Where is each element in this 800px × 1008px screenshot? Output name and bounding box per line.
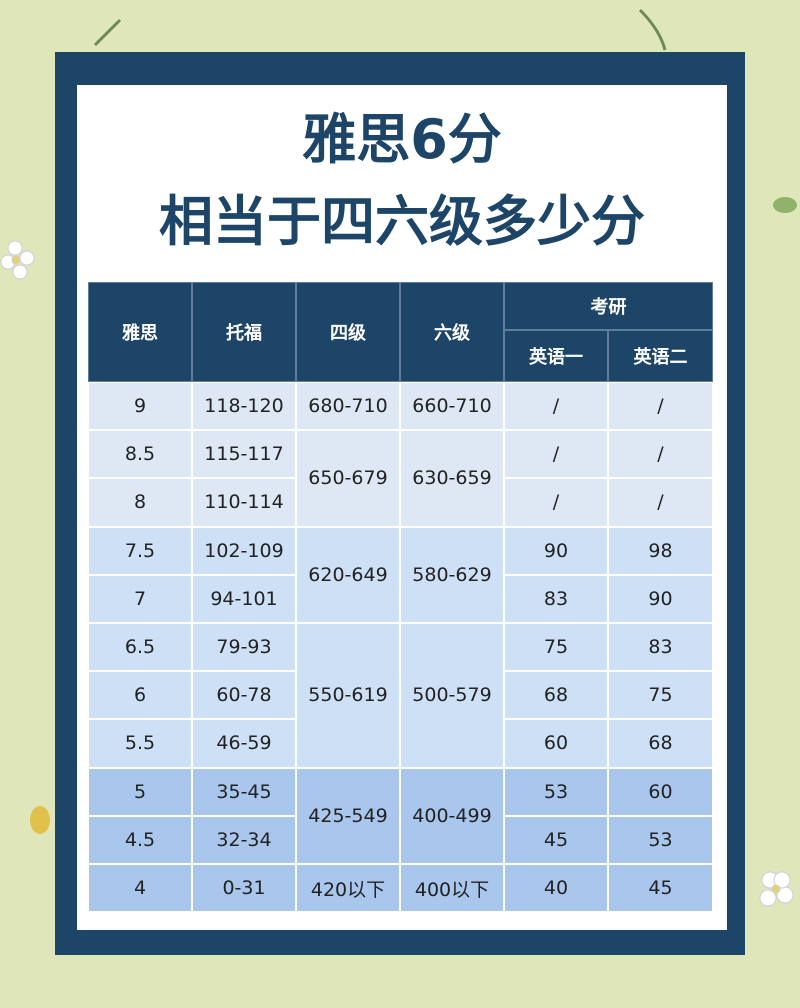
table-cell: 500-579 [400, 623, 504, 768]
table-cell: 630-659 [400, 430, 504, 527]
table-cell: 5.5 [88, 719, 192, 768]
table-cell: 83 [504, 574, 608, 623]
table-cell: 45 [608, 864, 713, 913]
title: 雅思6分 [302, 108, 502, 171]
table-cell: 60 [608, 767, 713, 816]
table-cell: 79-93 [192, 623, 296, 672]
table-cell: 68 [504, 671, 608, 720]
header-cell: 考研 [504, 282, 713, 330]
table-cell: 53 [608, 815, 713, 864]
table-cell: 102-109 [192, 526, 296, 575]
table-cell: 118-120 [192, 382, 296, 431]
table-cell: / [504, 430, 608, 479]
table-cell: 46-59 [192, 719, 296, 768]
table-cell: 75 [608, 671, 713, 720]
table-cell: 68 [608, 719, 713, 768]
table-cell: 40 [504, 864, 608, 913]
table-cell: 32-34 [192, 815, 296, 864]
table-cell: 620-649 [296, 526, 400, 623]
table-cell: 8.5 [88, 430, 192, 479]
table-cell: 6 [88, 671, 192, 720]
table-cell: / [608, 478, 713, 527]
table-cell: 660-710 [400, 382, 504, 431]
table-cell: 35-45 [192, 767, 296, 816]
table-cell: 0-31 [192, 864, 296, 913]
table-cell: 9 [88, 382, 192, 431]
table-cell: 400-499 [400, 767, 504, 864]
table-cell: 60-78 [192, 671, 296, 720]
table-cell: 83 [608, 623, 713, 672]
table-cell: 98 [608, 526, 713, 575]
header-cell: 四级 [296, 282, 400, 382]
table-cell: / [504, 382, 608, 431]
table-cell: 680-710 [296, 382, 400, 431]
flower [759, 871, 794, 907]
table-cell: / [608, 430, 713, 479]
leaf [773, 197, 797, 213]
table-cell: 425-549 [296, 767, 400, 864]
table-cell: 400以下 [400, 864, 504, 913]
table-cell: 110-114 [192, 478, 296, 527]
table-cell: 580-629 [400, 526, 504, 623]
leaf [638, 8, 667, 51]
table-cell: 7 [88, 574, 192, 623]
table-cell: 115-117 [192, 430, 296, 479]
table-cell: / [504, 478, 608, 527]
header-cell: 托福 [192, 282, 296, 382]
table-cell: 4.5 [88, 815, 192, 864]
table-cell: 7.5 [88, 526, 192, 575]
table-cell: 90 [504, 526, 608, 575]
table-cell: 6.5 [88, 623, 192, 672]
table-cell: 4 [88, 864, 192, 913]
leaf [30, 806, 50, 834]
table-cell: / [608, 382, 713, 431]
table-cell: 8 [88, 478, 192, 527]
header-cell: 六级 [400, 282, 504, 382]
header-cell: 英语二 [608, 330, 713, 382]
table-cell: 650-679 [296, 430, 400, 527]
title: 相当于四六级多少分 [159, 190, 645, 253]
table-cell: 550-619 [296, 623, 400, 768]
leaf [93, 18, 122, 47]
flower [0, 240, 35, 280]
table-cell: 53 [504, 767, 608, 816]
table-cell: 94-101 [192, 574, 296, 623]
table-cell: 75 [504, 623, 608, 672]
table-cell: 5 [88, 767, 192, 816]
table-cell: 60 [504, 719, 608, 768]
header-cell: 英语一 [504, 330, 608, 382]
table-cell: 45 [504, 815, 608, 864]
table-cell: 90 [608, 574, 713, 623]
table-cell: 420以下 [296, 864, 400, 913]
header-cell: 雅思 [88, 282, 192, 382]
